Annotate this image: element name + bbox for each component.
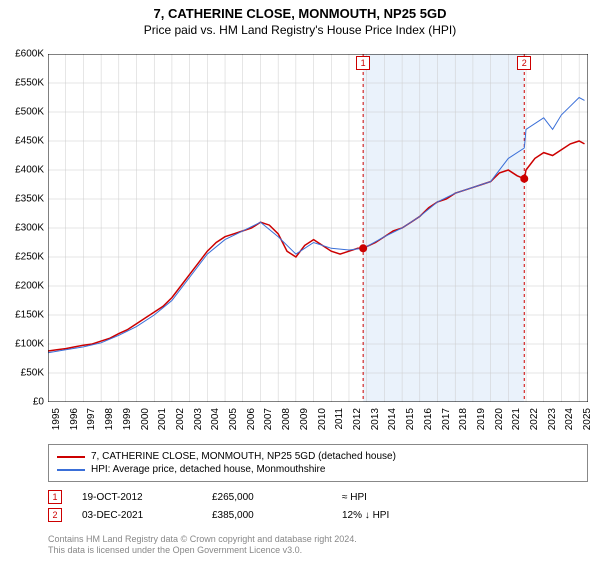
- x-tick-label: 1999: [122, 408, 133, 430]
- plot-area: 12: [48, 54, 588, 402]
- sale-delta: 12% ↓ HPI: [342, 510, 452, 521]
- legend-box: 7, CATHERINE CLOSE, MONMOUTH, NP25 5GD (…: [48, 444, 588, 482]
- x-tick-label: 1995: [51, 408, 62, 430]
- x-tick-label: 2016: [423, 408, 434, 430]
- x-tick-label: 2022: [529, 408, 540, 430]
- region-marker-icon: 2: [517, 56, 531, 70]
- x-tick-label: 2021: [511, 408, 522, 430]
- legend-swatch: [57, 456, 85, 458]
- y-tick-label: £550K: [15, 78, 44, 89]
- x-tick-label: 2017: [441, 408, 452, 430]
- legend-item: 7, CATHERINE CLOSE, MONMOUTH, NP25 5GD (…: [57, 451, 579, 462]
- x-tick-label: 2025: [582, 408, 593, 430]
- x-tick-label: 2024: [564, 408, 575, 430]
- x-tick-label: 2012: [352, 408, 363, 430]
- sale-price: £385,000: [212, 510, 322, 521]
- x-tick-label: 2018: [458, 408, 469, 430]
- legend-swatch: [57, 469, 85, 471]
- footer-line: This data is licensed under the Open Gov…: [48, 545, 588, 556]
- sale-date: 19-OCT-2012: [82, 492, 192, 503]
- x-tick-label: 2000: [140, 408, 151, 430]
- x-tick-label: 2008: [281, 408, 292, 430]
- sale-price: £265,000: [212, 492, 322, 503]
- x-tick-label: 2007: [263, 408, 274, 430]
- y-tick-label: £300K: [15, 223, 44, 234]
- x-tick-label: 1998: [104, 408, 115, 430]
- chart-title: 7, CATHERINE CLOSE, MONMOUTH, NP25 5GD: [0, 6, 600, 21]
- x-tick-label: 1996: [69, 408, 80, 430]
- x-tick-label: 2013: [370, 408, 381, 430]
- x-tick-label: 2009: [299, 408, 310, 430]
- y-tick-label: £500K: [15, 107, 44, 118]
- x-axis-labels: 1995 1996 1997 1998 1999 2000 2001 2002 2003 2004…: [48, 404, 588, 444]
- footer-attribution: Contains HM Land Registry data © Crown c…: [48, 534, 588, 556]
- x-tick-label: 2020: [494, 408, 505, 430]
- sale-marker-icon: 2: [48, 508, 62, 522]
- sale-date: 03-DEC-2021: [82, 510, 192, 521]
- legend-item: HPI: Average price, detached house, Monm…: [57, 464, 579, 475]
- legend-label: HPI: Average price, detached house, Monm…: [91, 464, 325, 475]
- sale-marker-icon: 1: [48, 490, 62, 504]
- y-tick-label: £100K: [15, 339, 44, 350]
- sale-delta: ≈ HPI: [342, 492, 452, 503]
- sales-row: 2 03-DEC-2021 £385,000 12% ↓ HPI: [48, 508, 588, 522]
- x-tick-label: 2006: [246, 408, 257, 430]
- y-axis-labels: £0£50K£100K£150K£200K£250K£300K£350K£400…: [0, 54, 46, 402]
- footer-line: Contains HM Land Registry data © Crown c…: [48, 534, 588, 545]
- sales-row: 1 19-OCT-2012 £265,000 ≈ HPI: [48, 490, 588, 504]
- x-tick-label: 2005: [228, 408, 239, 430]
- y-tick-label: £600K: [15, 49, 44, 60]
- y-tick-label: £0: [33, 397, 44, 408]
- y-tick-label: £250K: [15, 252, 44, 263]
- x-tick-label: 2015: [405, 408, 416, 430]
- chart-container: 7, CATHERINE CLOSE, MONMOUTH, NP25 5GD P…: [0, 6, 600, 566]
- x-tick-label: 2010: [317, 408, 328, 430]
- x-tick-label: 2019: [476, 408, 487, 430]
- region-marker-icon: 1: [356, 56, 370, 70]
- sales-table: 1 19-OCT-2012 £265,000 ≈ HPI 2 03-DEC-20…: [48, 486, 588, 526]
- y-tick-label: £400K: [15, 165, 44, 176]
- y-tick-label: £150K: [15, 310, 44, 321]
- x-tick-label: 2014: [387, 408, 398, 430]
- x-tick-label: 2002: [175, 408, 186, 430]
- chart-subtitle: Price paid vs. HM Land Registry's House …: [0, 23, 600, 37]
- x-tick-label: 2011: [334, 408, 345, 430]
- y-tick-label: £200K: [15, 281, 44, 292]
- x-tick-label: 1997: [86, 408, 97, 430]
- x-tick-label: 2003: [193, 408, 204, 430]
- y-tick-label: £450K: [15, 136, 44, 147]
- y-tick-label: £350K: [15, 194, 44, 205]
- x-tick-label: 2004: [210, 408, 221, 430]
- legend-label: 7, CATHERINE CLOSE, MONMOUTH, NP25 5GD (…: [91, 451, 396, 462]
- x-tick-label: 2023: [547, 408, 558, 430]
- y-tick-label: £50K: [21, 368, 44, 379]
- x-tick-label: 2001: [157, 408, 168, 430]
- plot-svg: [48, 54, 588, 402]
